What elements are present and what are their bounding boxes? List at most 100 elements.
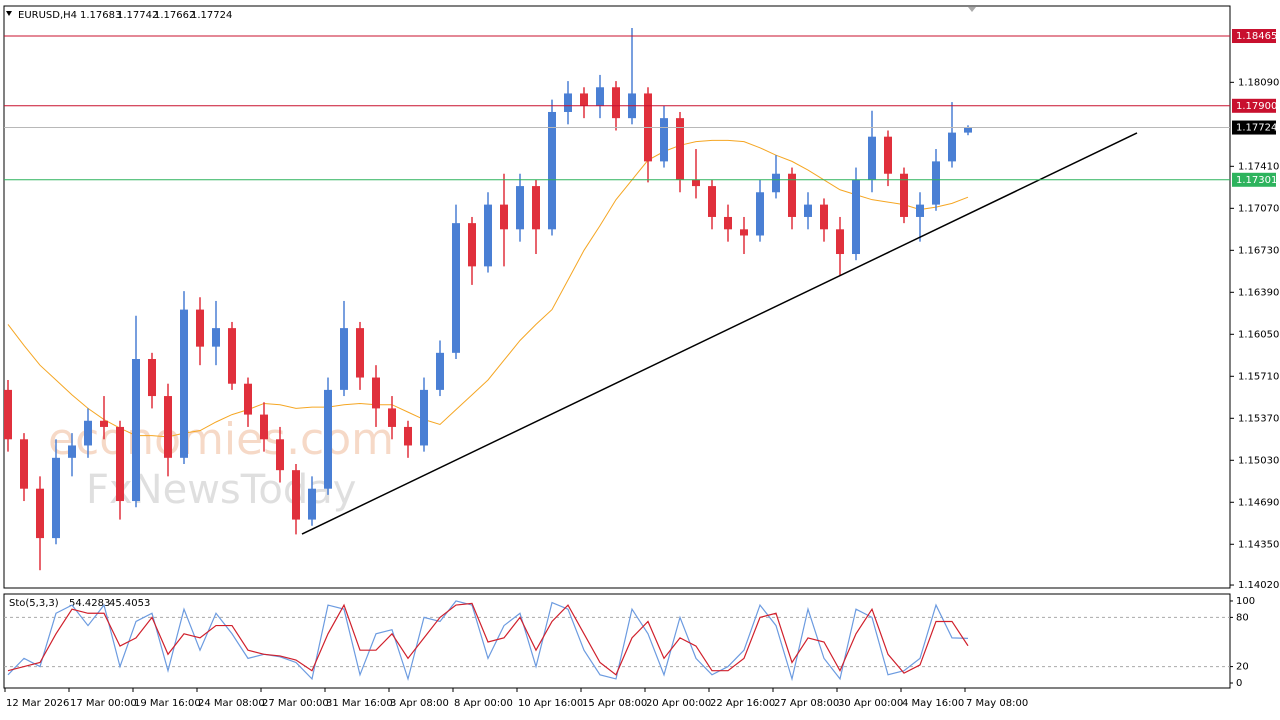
price-tag [1232, 120, 1276, 135]
candle-body [180, 309, 188, 458]
indicator-main: 54.4283 [69, 598, 110, 609]
x-tick-label: 17 Mar 00:00 [70, 698, 137, 709]
candle-body [788, 173, 796, 217]
x-tick-label: 22 Apr 16:00 [710, 698, 775, 709]
x-tick-label: 30 Apr 00:00 [838, 698, 903, 709]
shift-marker [968, 7, 976, 12]
candle-body [820, 204, 828, 230]
watermark: economies.com [48, 414, 394, 465]
indicator-line [7, 600, 969, 682]
x-tick-label: 10 Apr 16:00 [518, 698, 583, 709]
candle-body [660, 118, 668, 162]
candle-body [260, 414, 268, 440]
candle-body [420, 389, 428, 446]
indicator-tick-label: 80 [1236, 612, 1249, 623]
candle-body [116, 426, 124, 502]
x-tick-label: 19 Mar 16:00 [134, 698, 201, 709]
close: 1.17724 [191, 10, 232, 21]
y-tick-label: 1.14350 [1238, 539, 1279, 550]
low: 1.17662 [154, 10, 195, 21]
x-tick-label: 3 Apr 08:00 [390, 698, 449, 709]
indicator-signal: 45.4053 [109, 598, 150, 609]
candle-body [148, 359, 156, 397]
candle-body [68, 445, 76, 458]
candle-body [52, 457, 60, 539]
candle-body [884, 136, 892, 174]
candle-body [356, 328, 364, 378]
x-tick-label: 27 Apr 08:00 [774, 698, 839, 709]
price-tag-label: 1.17301 [1236, 175, 1277, 186]
indicator-tick-label: 100 [1236, 596, 1255, 607]
candle-body [484, 204, 492, 267]
price-tag [1232, 98, 1276, 113]
open: 1.17683 [80, 10, 121, 21]
menu-arrow[interactable] [6, 11, 12, 16]
candle-body [724, 216, 732, 230]
candle-body [292, 470, 300, 520]
candle-body [164, 396, 172, 458]
candle-body [612, 87, 620, 119]
x-tick-label: 24 Mar 08:00 [198, 698, 265, 709]
candle-body [244, 383, 252, 415]
x-tick-label: 7 May 08:00 [966, 698, 1028, 709]
candle-body [948, 132, 956, 162]
trendline [301, 132, 1138, 535]
price-tag [1232, 172, 1276, 187]
y-tick-label: 1.16050 [1238, 329, 1279, 340]
candle-body [500, 204, 508, 230]
indicator-line [7, 602, 969, 676]
candle-body [852, 179, 860, 255]
candle-body [516, 186, 524, 230]
candle-body [340, 328, 348, 390]
y-tick-label: 1.14690 [1238, 497, 1279, 508]
price-tag-label: 1.17724 [1236, 123, 1277, 134]
candle-body [228, 328, 236, 384]
candle-body [324, 389, 332, 489]
indicator-tick-label: 0 [1236, 678, 1242, 689]
candle-body [308, 488, 316, 520]
y-tick-label: 1.15030 [1238, 455, 1279, 466]
indicator-panel [3, 593, 1231, 689]
x-tick-label: 12 Mar 2026 [6, 698, 69, 709]
candle-body [436, 352, 444, 390]
x-tick-label: 27 Mar 00:00 [262, 698, 329, 709]
x-tick-label: 4 May 16:00 [902, 698, 964, 709]
candle-body [580, 93, 588, 106]
candle-body [404, 426, 412, 446]
candle-body [4, 389, 12, 440]
candle-body [468, 223, 476, 267]
x-tick-label: 20 Apr 00:00 [646, 698, 711, 709]
y-tick-label: 1.15710 [1238, 371, 1279, 382]
candle-body [964, 127, 972, 133]
x-tick-label: 8 Apr 00:00 [454, 698, 513, 709]
y-tick-label: 1.18090 [1238, 77, 1279, 88]
candle-body [772, 173, 780, 193]
high: 1.17742 [117, 10, 158, 21]
candle-body [548, 111, 556, 230]
y-tick-label: 1.14020 [1238, 580, 1279, 591]
candle-body [532, 186, 540, 230]
candle-body [740, 229, 748, 236]
indicator-title: Sto(5,3,3) [9, 598, 59, 609]
price-tag-label: 1.17900 [1236, 101, 1277, 112]
x-tick-label: 31 Mar 16:00 [326, 698, 393, 709]
candle-body [36, 488, 44, 539]
y-tick-label: 1.15370 [1238, 413, 1279, 424]
y-tick-label: 1.17410 [1238, 161, 1279, 172]
candle-body [676, 118, 684, 180]
candle-body [564, 93, 572, 112]
candle-body [276, 439, 284, 471]
candle-body [388, 408, 396, 427]
candle-body [868, 136, 876, 180]
candle-body [100, 420, 108, 427]
candle-body [708, 186, 716, 217]
candle-body [932, 161, 940, 205]
candle-body [212, 328, 220, 347]
candle-body [804, 204, 812, 217]
candle-body [900, 173, 908, 217]
candle-body [836, 229, 844, 255]
candle-body [756, 192, 764, 236]
y-tick-label: 1.16730 [1238, 245, 1279, 256]
candle-body [84, 420, 92, 446]
